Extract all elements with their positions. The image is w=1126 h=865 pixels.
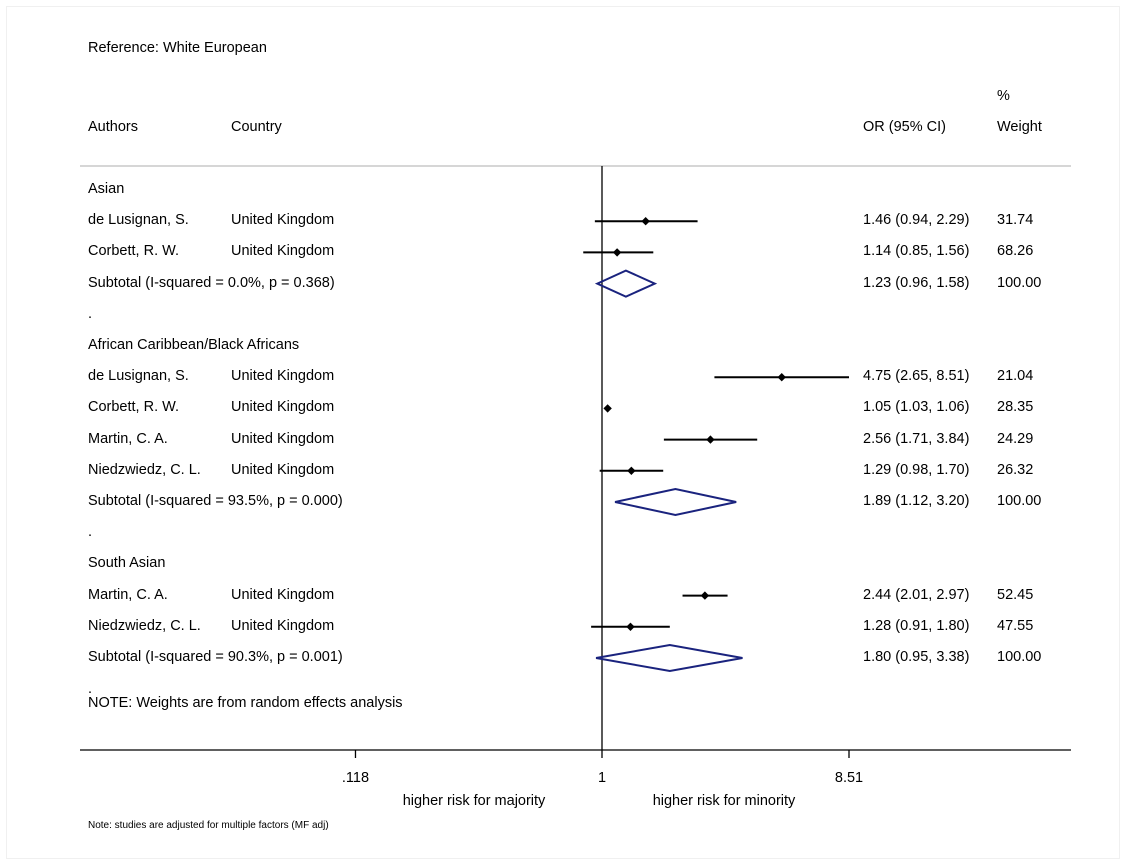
x-tick-label: 8.51 — [834, 770, 864, 786]
point-estimate-marker — [700, 591, 710, 600]
column-header-percent: % — [997, 88, 1010, 104]
group-separator: . — [88, 524, 93, 541]
study-author: de Lusignan, S. — [88, 368, 189, 385]
study-weight: 68.26 — [997, 243, 1034, 260]
point-estimate-marker — [612, 248, 622, 257]
subtotal-diamond — [614, 487, 737, 517]
point-estimate-marker — [777, 373, 786, 382]
weights-note: NOTE: Weights are from random effects an… — [88, 695, 403, 711]
study-author: de Lusignan, S. — [88, 212, 189, 229]
point-estimate-marker — [627, 466, 636, 475]
study-weight: 52.45 — [997, 586, 1034, 603]
study-country: United Kingdom — [231, 368, 335, 385]
subtotal-weight: 100.00 — [997, 649, 1042, 665]
x-tick-label: .118 — [341, 770, 370, 786]
study-weight: 24.29 — [997, 430, 1034, 447]
x-label-minority: higher risk for minority — [652, 793, 796, 809]
study-or-ci: 1.14 (0.85, 1.56) — [863, 243, 970, 260]
subtotal-diamond — [595, 643, 743, 673]
group-label: South Asian — [88, 555, 166, 572]
column-header-authors: Authors — [88, 119, 138, 135]
forest-plot — [80, 165, 1071, 758]
point-estimate-marker — [706, 435, 715, 444]
x-label-majority: higher risk for majority — [402, 793, 546, 809]
study-weight: 31.74 — [997, 212, 1034, 229]
study-or-ci: 1.29 (0.98, 1.70) — [863, 461, 970, 478]
subtotal-weight: 100.00 — [997, 274, 1042, 291]
study-author: Corbett, R. W. — [88, 399, 180, 416]
study-country: United Kingdom — [231, 461, 335, 478]
study-author: Niedzwiedz, C. L. — [88, 617, 201, 634]
study-author: Niedzwiedz, C. L. — [88, 461, 201, 478]
study-or-ci: 1.05 (1.03, 1.06) — [863, 399, 970, 416]
subtotal-or-ci: 1.89 (1.12, 3.20) — [863, 493, 970, 509]
column-header-weight: Weight — [997, 119, 1042, 135]
group-label: Asian — [88, 181, 125, 197]
point-estimate-marker — [641, 217, 650, 226]
chart-title: Reference: White European — [88, 40, 267, 56]
column-header-country: Country — [231, 119, 282, 135]
subtotal-diamond — [594, 269, 658, 298]
study-author: Martin, C. A. — [88, 430, 168, 447]
study-weight: 26.32 — [997, 461, 1034, 478]
subtotal-or-ci: 1.23 (0.96, 1.58) — [863, 274, 970, 291]
study-or-ci: 2.44 (2.01, 2.97) — [863, 586, 970, 603]
point-estimate-marker — [626, 622, 635, 631]
study-or-ci: 1.46 (0.94, 2.29) — [863, 212, 970, 229]
forest-plot-frame: Reference: White European Authors Country O… — [6, 6, 1120, 859]
column-header-or-ci: OR (95% CI) — [863, 119, 946, 135]
study-weight: 47.55 — [997, 617, 1034, 634]
subtotal-label: Subtotal (I-squared = 90.3%, p = 0.001) — [88, 649, 343, 665]
study-country: United Kingdom — [231, 586, 335, 603]
study-or-ci: 2.56 (1.71, 3.84) — [863, 430, 970, 447]
study-country: United Kingdom — [231, 243, 335, 260]
study-country: United Kingdom — [231, 430, 335, 447]
study-country: United Kingdom — [231, 617, 335, 634]
subtotal-label: Subtotal (I-squared = 93.5%, p = 0.000) — [88, 493, 343, 509]
group-label: African Caribbean/Black Africans — [88, 337, 300, 353]
note-separator: . — [88, 681, 93, 697]
study-weight: 28.35 — [997, 399, 1034, 416]
study-author: Corbett, R. W. — [88, 243, 180, 260]
study-country: United Kingdom — [231, 212, 335, 229]
point-estimate-marker — [603, 404, 612, 413]
study-or-ci: 1.28 (0.91, 1.80) — [863, 617, 970, 634]
study-or-ci: 4.75 (2.65, 8.51) — [863, 368, 970, 385]
subtotal-label: Subtotal (I-squared = 0.0%, p = 0.368) — [88, 274, 335, 291]
subtotal-weight: 100.00 — [997, 493, 1042, 509]
study-country: United Kingdom — [231, 399, 335, 416]
group-separator: . — [88, 305, 93, 322]
x-tick-label: 1 — [597, 770, 607, 786]
study-author: Martin, C. A. — [88, 586, 168, 603]
study-weight: 21.04 — [997, 368, 1034, 385]
footnote: Note: studies are adjusted for multiple … — [88, 820, 329, 831]
subtotal-or-ci: 1.80 (0.95, 3.38) — [863, 649, 970, 665]
